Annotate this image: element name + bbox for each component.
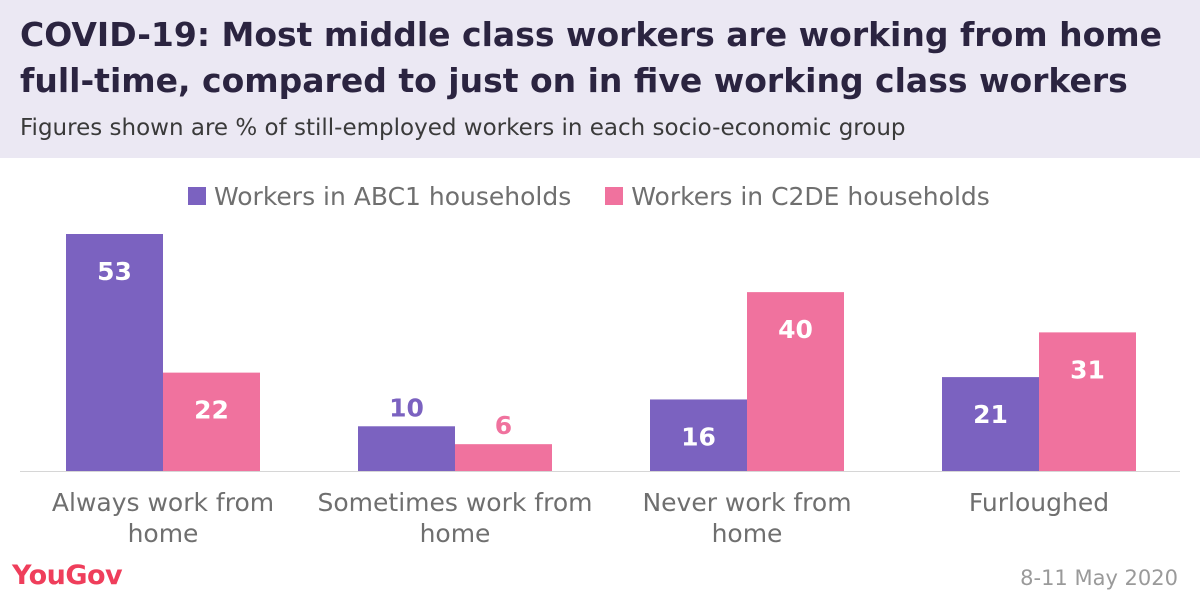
- bar-abc1-1: [358, 426, 455, 471]
- value-label-abc1-3: 21: [973, 400, 1008, 429]
- legend-label-c2de: Workers in C2DE households: [631, 181, 990, 211]
- chart-title: COVID-19: Most middle class workers are …: [20, 15, 1163, 100]
- bar-abc1-2: [650, 399, 747, 471]
- yougov-logo: YouGov: [12, 560, 123, 591]
- header-banner: COVID-19: Most middle class workers are …: [0, 0, 1200, 158]
- value-label-abc1-1: 10: [389, 393, 424, 422]
- category-label-2-line1: home: [712, 519, 783, 548]
- bar-c2de-3: [1039, 332, 1136, 471]
- value-label-c2de-1: 6: [495, 411, 512, 440]
- bar-abc1-0: [66, 234, 163, 471]
- bar-c2de-0: [163, 372, 260, 471]
- legend: Workers in ABC1 households Workers in C2…: [188, 180, 1024, 212]
- value-label-c2de-0: 22: [194, 396, 229, 425]
- chart-subtitle: Figures shown are % of still-employed wo…: [20, 115, 906, 141]
- category-label-2-line0: Never work from: [642, 488, 851, 517]
- value-label-c2de-2: 40: [778, 315, 813, 344]
- category-label-0-line0: Always work from: [52, 488, 274, 517]
- survey-date: 8-11 May 2020: [1020, 566, 1178, 590]
- category-label-1-line0: Sometimes work from: [318, 488, 593, 517]
- bar-c2de-2: [747, 292, 844, 471]
- value-label-abc1-2: 16: [681, 422, 716, 451]
- legend-item-abc1: Workers in ABC1 households: [188, 182, 571, 211]
- legend-item-c2de: Workers in C2DE households: [605, 182, 990, 211]
- bar-abc1-3: [942, 377, 1039, 471]
- category-label-3: Furloughed: [969, 488, 1109, 517]
- legend-swatch-abc1: [188, 187, 206, 205]
- value-label-c2de-3: 31: [1070, 355, 1105, 384]
- bar-c2de-1: [455, 444, 552, 471]
- legend-label-abc1: Workers in ABC1 households: [214, 181, 572, 211]
- category-label-0-line1: home: [128, 519, 199, 548]
- category-label-1-line1: home: [420, 519, 491, 548]
- legend-swatch-c2de: [605, 187, 624, 205]
- value-label-abc1-0: 53: [97, 257, 132, 286]
